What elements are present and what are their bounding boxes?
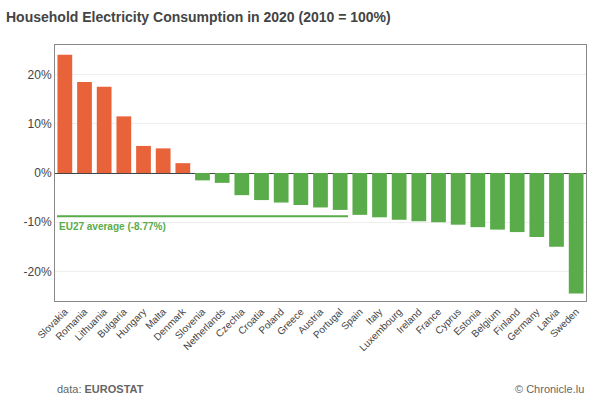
svg-text:Latvia: Latvia	[535, 306, 562, 333]
svg-text:Luxembourg: Luxembourg	[357, 306, 404, 353]
svg-text:Hungary: Hungary	[114, 306, 149, 341]
svg-text:0%: 0%	[34, 166, 52, 180]
svg-text:Malta: Malta	[143, 306, 168, 331]
svg-text:Czechia: Czechia	[213, 306, 247, 340]
svg-text:data: EUROSTAT: data: EUROSTAT	[57, 383, 144, 395]
svg-text:Portugal: Portugal	[311, 306, 345, 340]
svg-text:20%: 20%	[28, 68, 52, 82]
svg-text:Romania: Romania	[53, 306, 89, 342]
svg-text:Croatia: Croatia	[236, 306, 267, 337]
svg-text:Slovakia: Slovakia	[35, 306, 70, 341]
svg-text:France: France	[414, 306, 444, 336]
svg-text:Germany: Germany	[505, 306, 542, 343]
svg-text:Estonia: Estonia	[451, 306, 483, 338]
svg-text:Netherlands: Netherlands	[181, 306, 227, 352]
svg-text:Greece: Greece	[275, 306, 306, 337]
svg-text:Denmark: Denmark	[151, 305, 188, 342]
svg-text:Spain: Spain	[339, 306, 365, 332]
svg-text:-20%: -20%	[24, 265, 52, 279]
svg-text:Sweden: Sweden	[548, 306, 581, 339]
svg-text:Austria: Austria	[296, 306, 326, 336]
svg-text:-10%: -10%	[24, 215, 52, 229]
svg-text:Slovenia: Slovenia	[173, 306, 208, 341]
svg-text:Finland: Finland	[491, 306, 522, 337]
svg-text:© Chronicle.lu: © Chronicle.lu	[515, 383, 584, 395]
svg-text:Belgium: Belgium	[469, 306, 502, 339]
svg-text:Bulgaria: Bulgaria	[95, 306, 129, 340]
svg-text:Lithuania: Lithuania	[73, 306, 110, 343]
svg-text:Cyprus: Cyprus	[433, 306, 463, 336]
svg-text:Ireland: Ireland	[394, 306, 423, 335]
svg-text:Poland: Poland	[256, 306, 286, 336]
svg-text:Household Electricity Consumpt: Household Electricity Consumption in 202…	[6, 9, 391, 25]
svg-text:10%: 10%	[28, 117, 52, 131]
svg-text:EU27 average (-8.77%): EU27 average (-8.77%)	[59, 221, 166, 232]
svg-text:Italy: Italy	[364, 306, 385, 327]
